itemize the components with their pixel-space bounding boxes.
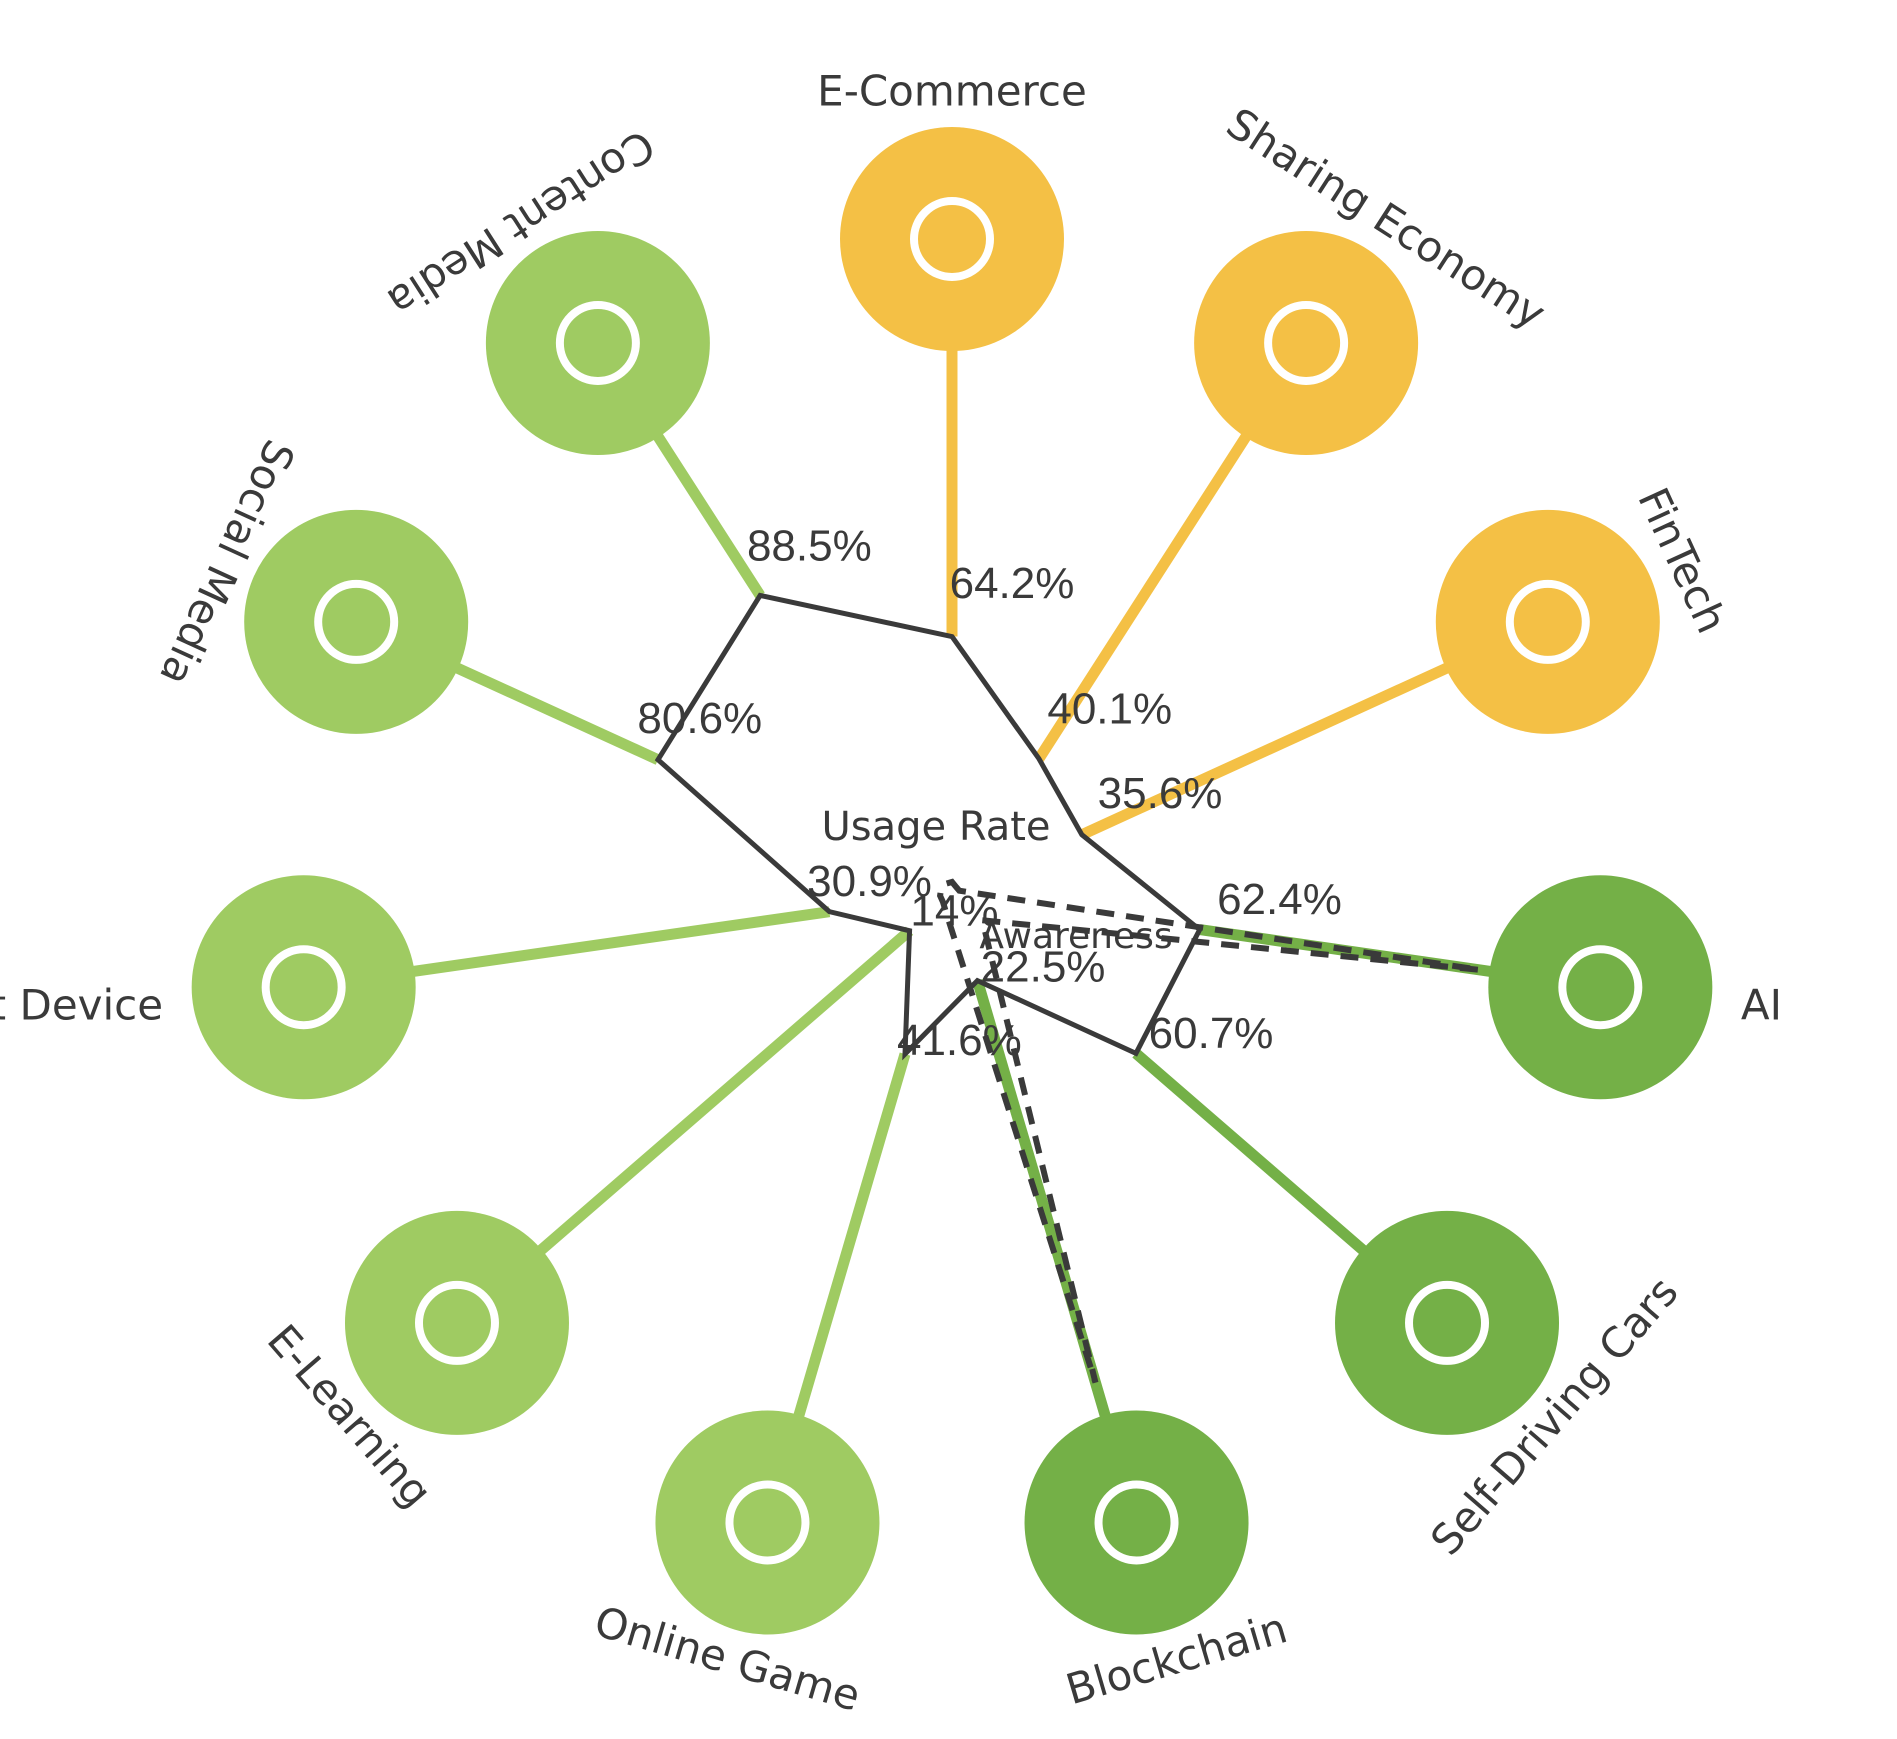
category-icon <box>1488 875 1713 1100</box>
category-icon <box>1435 509 1660 734</box>
icon-glyph <box>314 579 399 664</box>
icon-glyph <box>414 1280 499 1365</box>
value-label: 40.1% <box>1047 685 1172 734</box>
icon-glyph <box>725 1480 810 1565</box>
value-label: 62.4% <box>1217 875 1342 924</box>
value-label: 30.9% <box>807 857 932 906</box>
category-icon <box>485 230 710 455</box>
category-label: AI <box>1741 980 1782 1029</box>
category-icon <box>1194 230 1419 455</box>
series-line <box>654 592 1203 1061</box>
category-icon <box>1335 1210 1560 1435</box>
category-icon <box>655 1410 880 1635</box>
value-label: 14% <box>910 886 998 935</box>
value-label: 22.5% <box>981 942 1106 991</box>
category-icon <box>344 1210 569 1435</box>
category-icon <box>244 509 469 734</box>
value-label: 64.2% <box>950 559 1075 608</box>
category-label: E-Commerce <box>817 67 1087 116</box>
icon-glyph <box>555 300 640 385</box>
value-label: 35.6% <box>1098 769 1223 818</box>
icon-glyph <box>1558 945 1643 1030</box>
value-label: 60.7% <box>1149 1009 1274 1058</box>
category-label: Smart Device <box>0 980 163 1029</box>
category-icon <box>191 875 416 1100</box>
series-label: Usage Rate <box>821 804 1050 850</box>
icon-glyph <box>1094 1480 1179 1565</box>
icon-glyph <box>261 945 346 1030</box>
value-label: 88.5% <box>747 521 872 570</box>
icon-glyph <box>1264 300 1349 385</box>
icon-glyph <box>1405 1280 1490 1365</box>
icon-glyph <box>1505 579 1590 664</box>
icon-glyph <box>910 197 994 281</box>
series-label: Awareness <box>979 916 1172 957</box>
series-line <box>936 878 1481 1384</box>
category-icon <box>1024 1410 1249 1635</box>
category-icon <box>840 127 1064 351</box>
value-label: 41.6% <box>897 1016 1022 1065</box>
value-label: 80.6% <box>637 694 762 743</box>
